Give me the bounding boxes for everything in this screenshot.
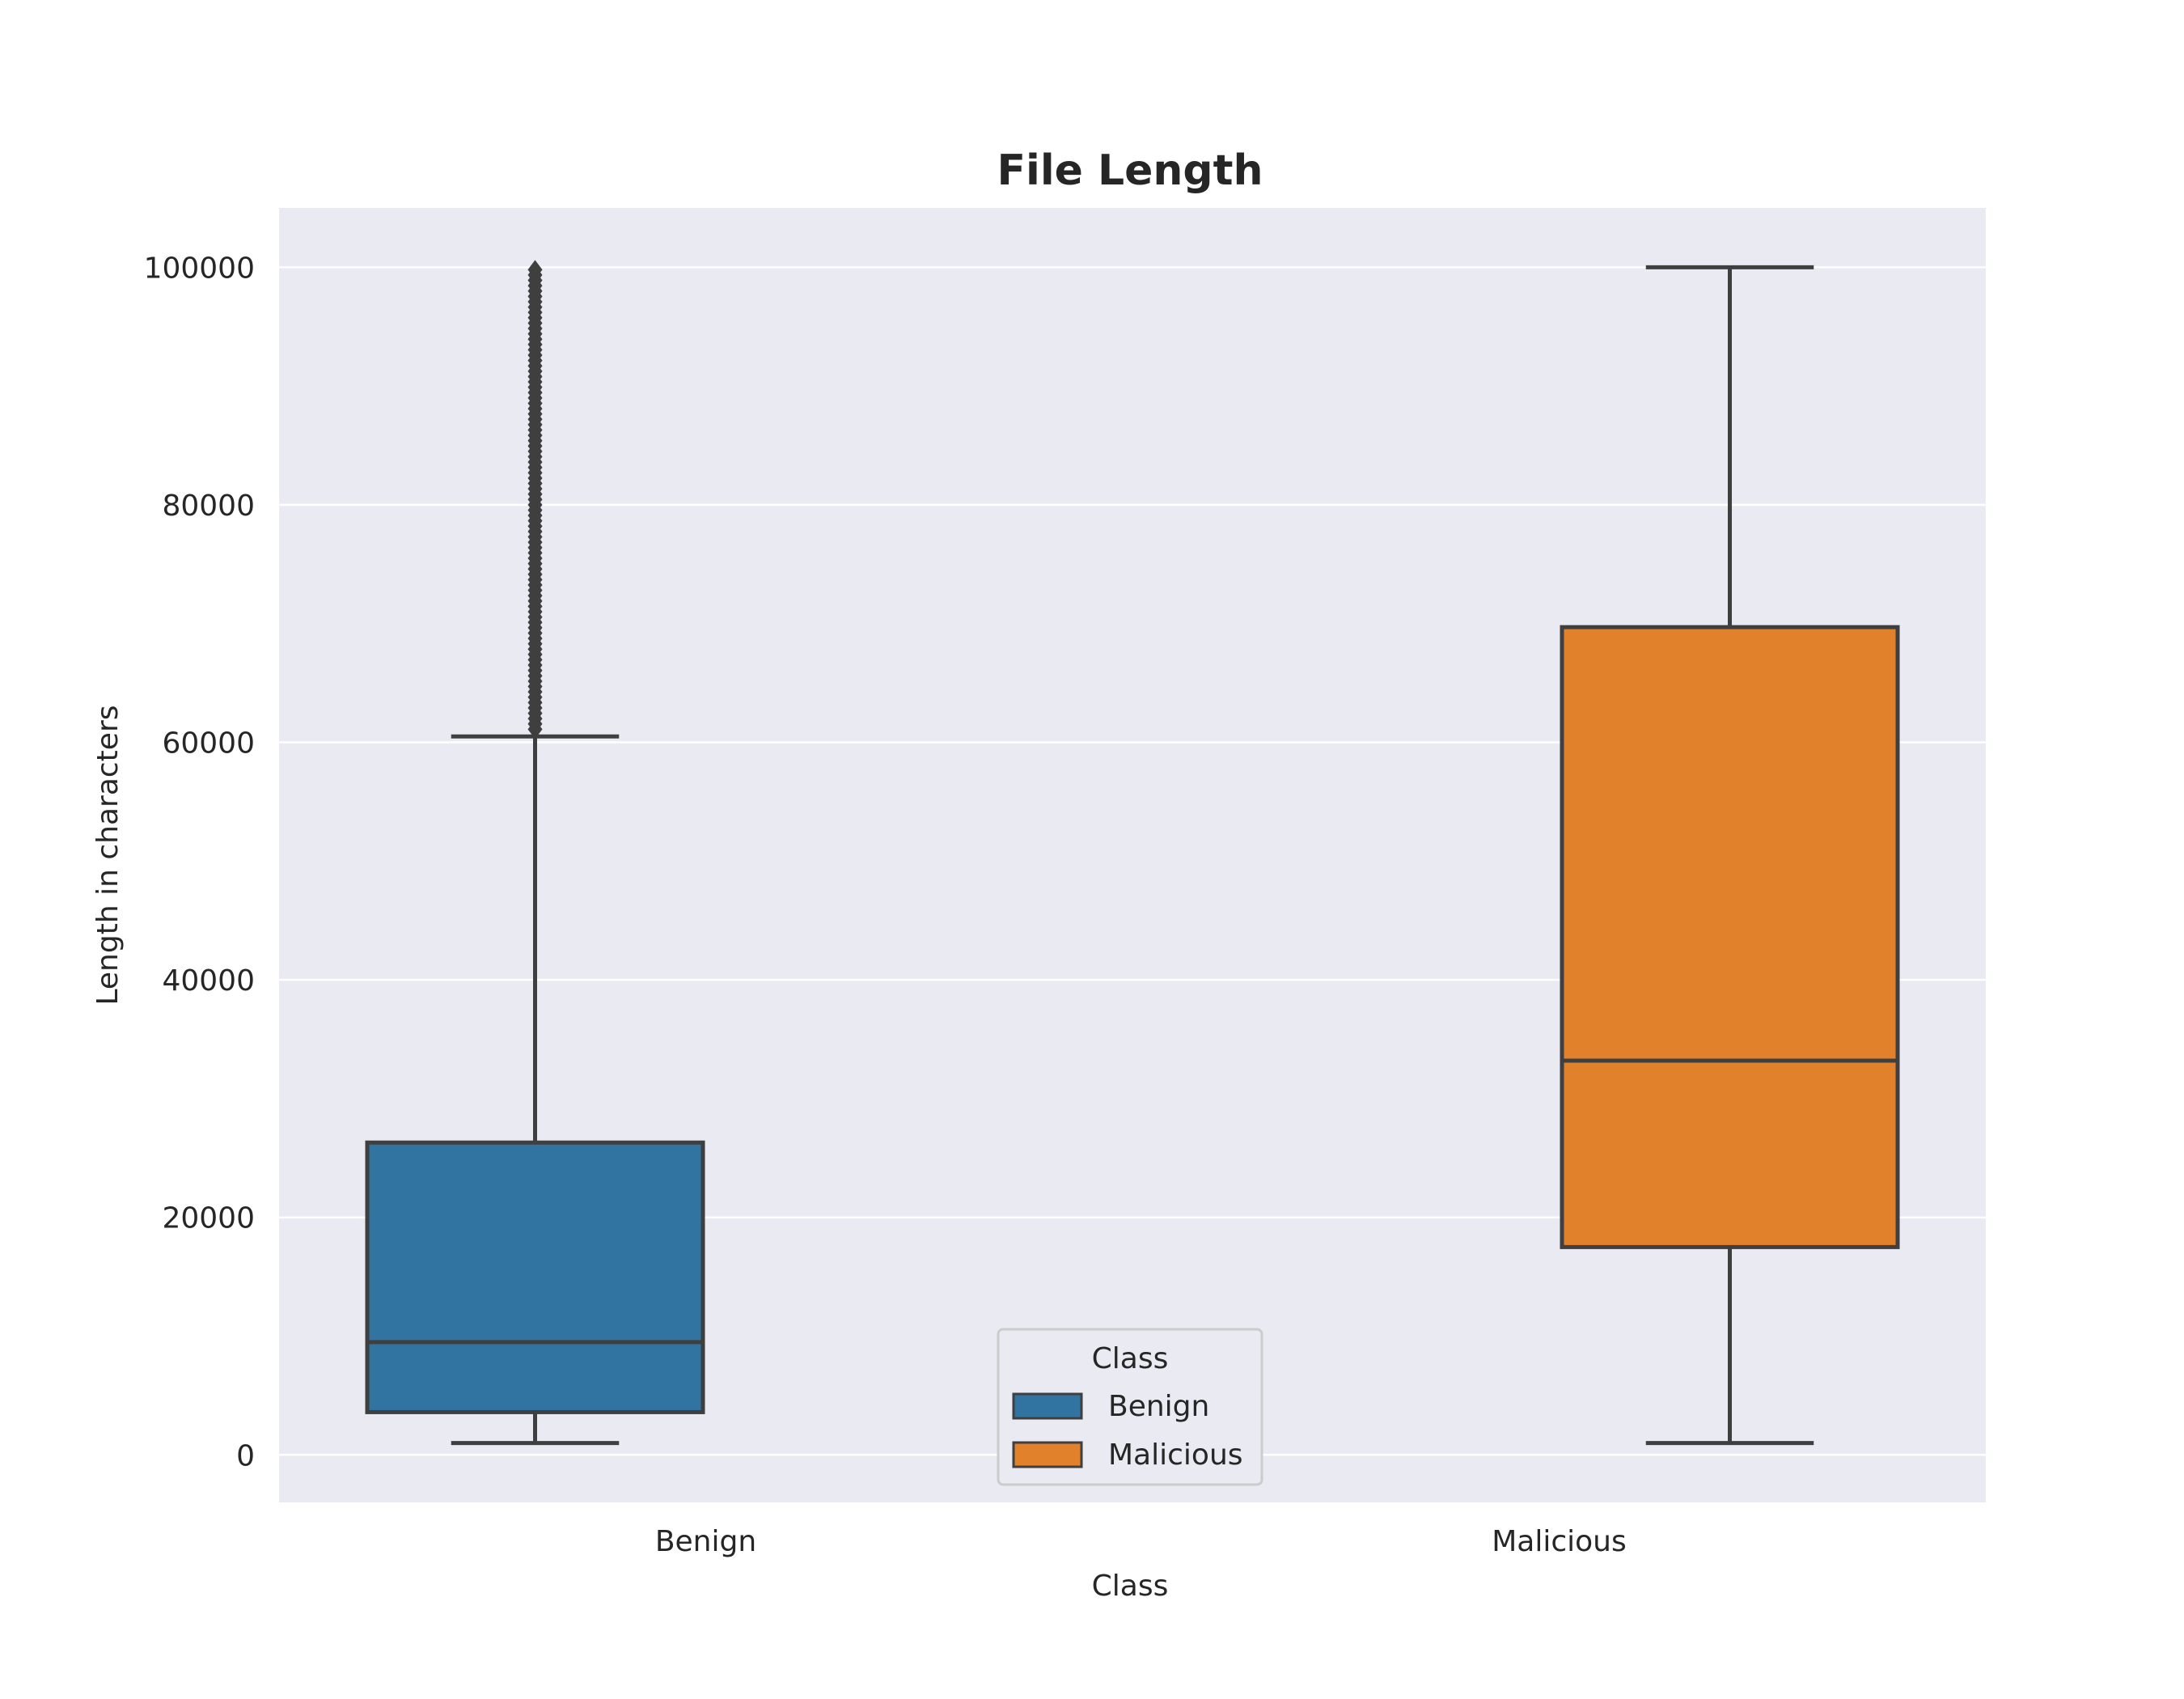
- y-axis-label: Length in characters: [91, 705, 125, 1005]
- legend: Class Benign Malicious: [997, 1328, 1263, 1486]
- y-axis-ticks: 0 20000 40000 60000 80000 100000: [144, 252, 255, 1472]
- box-malicious: [1560, 265, 1900, 1446]
- outlier-point: [527, 260, 543, 280]
- y-tick-label-0: 0: [236, 1439, 255, 1472]
- iqr-box-benign: [365, 1140, 705, 1414]
- legend-label-malicious: Malicious: [1108, 1438, 1243, 1472]
- x-axis-label: Class: [1092, 1570, 1169, 1603]
- iqr-box-malicious: [1560, 625, 1900, 1249]
- legend-swatch-malicious: [1012, 1441, 1083, 1468]
- legend-entries: Benign Malicious: [1012, 1390, 1243, 1472]
- y-tick-label-80000: 80000: [162, 489, 255, 523]
- outliers-benign: [527, 260, 543, 739]
- legend-swatch-benign: [1012, 1392, 1083, 1420]
- y-tick-label-60000: 60000: [162, 727, 255, 761]
- y-tick-label-40000: 40000: [162, 964, 255, 998]
- legend-label-benign: Benign: [1108, 1390, 1209, 1423]
- x-tick-label-benign: Benign: [655, 1525, 756, 1558]
- x-axis-ticks: Benign Malicious: [655, 1525, 1627, 1558]
- box-benign: [365, 260, 705, 1446]
- x-tick-label-malicious: Malicious: [1492, 1525, 1627, 1558]
- legend-title: Class: [1092, 1342, 1169, 1375]
- y-tick-label-20000: 20000: [162, 1202, 255, 1235]
- boxes: [365, 260, 1900, 1446]
- y-tick-label-100000: 100000: [144, 252, 255, 285]
- chart-title: File Length: [997, 146, 1263, 195]
